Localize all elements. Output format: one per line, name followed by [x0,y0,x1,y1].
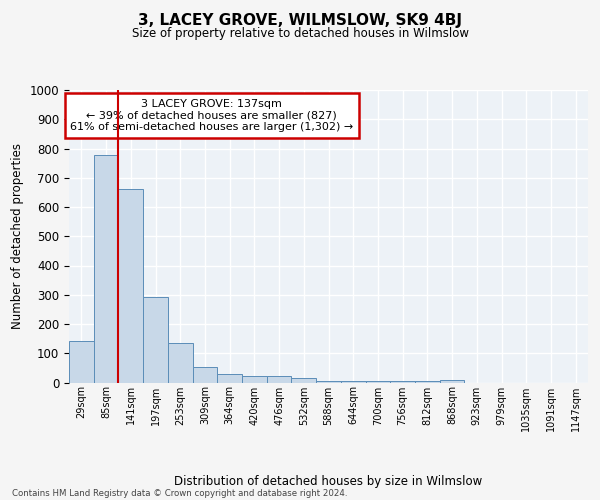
Bar [267,376,292,382]
Bar [341,381,365,382]
Bar [440,380,464,382]
Text: Contains HM Land Registry data © Crown copyright and database right 2024.: Contains HM Land Registry data © Crown c… [12,488,347,498]
Bar [316,381,341,382]
Bar [365,381,390,382]
Bar [217,374,242,382]
Y-axis label: Number of detached properties: Number of detached properties [11,143,24,329]
Bar [415,381,440,382]
Bar [118,190,143,382]
Text: Size of property relative to detached houses in Wilmslow: Size of property relative to detached ho… [131,28,469,40]
Bar [168,343,193,382]
Text: 3, LACEY GROVE, WILMSLOW, SK9 4BJ: 3, LACEY GROVE, WILMSLOW, SK9 4BJ [138,12,462,28]
Bar [94,155,118,382]
Text: 3 LACEY GROVE: 137sqm
← 39% of detached houses are smaller (827)
61% of semi-det: 3 LACEY GROVE: 137sqm ← 39% of detached … [70,99,353,132]
Bar [193,367,217,382]
Bar [390,381,415,382]
Bar [143,298,168,382]
Bar [292,378,316,382]
Bar [69,340,94,382]
Bar [242,376,267,382]
X-axis label: Distribution of detached houses by size in Wilmslow: Distribution of detached houses by size … [175,475,482,488]
